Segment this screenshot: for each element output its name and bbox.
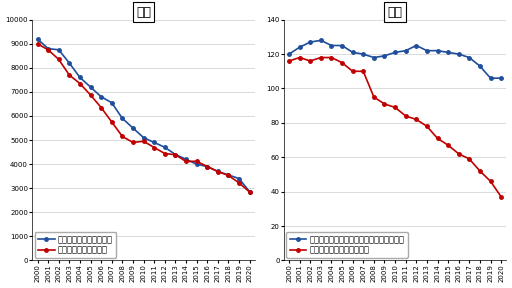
警察庁・死者数（人） bbox=[98, 106, 104, 109]
自賞責・傷害および後遅障害件数（万件） bbox=[381, 54, 388, 58]
自賞責・傷害および後遅障害件数（万件） bbox=[350, 51, 356, 54]
警察庁・死者数（人） bbox=[162, 152, 168, 155]
Title: 死亡: 死亡 bbox=[136, 5, 151, 18]
自賞責・傷害および後遅障害件数（万件） bbox=[498, 76, 504, 80]
警察庁・死者数（人） bbox=[151, 146, 157, 149]
自賞責・死亡件数（件） bbox=[204, 165, 210, 168]
警察庁・死者数（人） bbox=[140, 140, 146, 143]
自賞責・死亡件数（件） bbox=[88, 85, 94, 89]
自賞責・傷害および後遅障害件数（万件） bbox=[413, 44, 419, 47]
警察庁・負傷者数（万人） bbox=[339, 61, 345, 65]
Legend: 自賞責・死亡件数（件）, 警察庁・死者数（人）: 自賞責・死亡件数（件）, 警察庁・死者数（人） bbox=[35, 232, 116, 258]
警察庁・死者数（人） bbox=[119, 135, 125, 138]
自賞責・死亡件数（件） bbox=[236, 177, 242, 180]
自賞責・傷害および後遅障害件数（万件） bbox=[392, 51, 398, 54]
自賞責・死亡件数（件） bbox=[215, 170, 221, 173]
警察庁・死者数（人） bbox=[173, 153, 179, 156]
Line: 警察庁・死者数（人）: 警察庁・死者数（人） bbox=[36, 42, 251, 194]
自賞責・死亡件数（件） bbox=[140, 136, 146, 139]
自賞責・死亡件数（件） bbox=[119, 117, 125, 120]
自賞責・死亡件数（件） bbox=[56, 48, 62, 52]
自賞責・死亡件数（件） bbox=[109, 101, 115, 105]
警察庁・負傷者数（万人） bbox=[360, 70, 367, 73]
自賞責・傷害および後遅障害件数（万件） bbox=[424, 49, 430, 52]
警察庁・負傷者数（万人） bbox=[318, 56, 324, 59]
警察庁・負傷者数（万人） bbox=[487, 180, 494, 183]
警察庁・負傷者数（万人） bbox=[328, 56, 334, 59]
警察庁・負傷者数（万人） bbox=[477, 169, 483, 173]
Legend: 自賞責・傷害および後遅障害件数（万件）, 警察庁・負傷者数（万人）: 自賞責・傷害および後遅障害件数（万件）, 警察庁・負傷者数（万人） bbox=[286, 232, 408, 258]
警察庁・死者数（人） bbox=[66, 73, 72, 77]
自賞責・傷害および後遅障害件数（万件） bbox=[435, 49, 441, 52]
Line: 自賞責・死亡件数（件）: 自賞責・死亡件数（件） bbox=[36, 37, 251, 194]
警察庁・死者数（人） bbox=[236, 181, 242, 185]
自賞責・傷害および後遅障害件数（万件） bbox=[477, 65, 483, 68]
警察庁・負傷者数（万人） bbox=[371, 95, 377, 99]
自賞責・死亡件数（件） bbox=[247, 190, 253, 194]
自賞責・傷害および後遅障害件数（万件） bbox=[296, 46, 303, 49]
自賞責・死亡件数（件） bbox=[183, 158, 189, 161]
警察庁・負傷者数（万人） bbox=[381, 102, 388, 106]
警察庁・死者数（人） bbox=[194, 160, 200, 163]
自賞責・傷害および後遅障害件数（万件） bbox=[371, 56, 377, 59]
Line: 自賞責・傷害および後遅障害件数（万件）: 自賞責・傷害および後遅障害件数（万件） bbox=[287, 39, 503, 80]
警察庁・負傷者数（万人） bbox=[456, 152, 462, 156]
自賞責・死亡件数（件） bbox=[130, 126, 136, 130]
警察庁・死者数（人） bbox=[247, 190, 253, 194]
警察庁・死者数（人） bbox=[215, 170, 221, 173]
警察庁・負傷者数（万人） bbox=[413, 118, 419, 121]
自賞責・傷害および後遅障害件数（万件） bbox=[339, 44, 345, 47]
自賞責・死亡件数（件） bbox=[66, 61, 72, 65]
警察庁・負傷者数（万人） bbox=[350, 70, 356, 73]
自賞責・傷害および後遅障害件数（万件） bbox=[286, 52, 292, 56]
警察庁・死者数（人） bbox=[45, 48, 51, 52]
警察庁・負傷者数（万人） bbox=[466, 157, 473, 161]
自賞責・死亡件数（件） bbox=[162, 145, 168, 149]
警察庁・負傷者数（万人） bbox=[424, 125, 430, 128]
警察庁・死者数（人） bbox=[34, 42, 40, 46]
警察庁・負傷者数（万人） bbox=[402, 114, 409, 118]
警察庁・負傷者数（万人） bbox=[435, 137, 441, 140]
警察庁・負傷者数（万人） bbox=[498, 195, 504, 198]
警察庁・死者数（人） bbox=[88, 93, 94, 97]
自賞責・傷害および後遅障害件数（万件） bbox=[445, 51, 451, 54]
警察庁・死者数（人） bbox=[183, 160, 189, 163]
自賞責・傷害および後遅障害件数（万件） bbox=[307, 40, 313, 44]
自賞責・死亡件数（件） bbox=[151, 141, 157, 144]
警察庁・死者数（人） bbox=[56, 58, 62, 61]
自賞責・死亡件数（件） bbox=[77, 76, 83, 79]
警察庁・負傷者数（万人） bbox=[307, 59, 313, 63]
警察庁・死者数（人） bbox=[204, 165, 210, 168]
自賞責・傷害および後遅障害件数（万件） bbox=[402, 49, 409, 52]
自賞責・死亡件数（件） bbox=[34, 37, 40, 41]
自賞責・傷害および後遅障害件数（万件） bbox=[328, 44, 334, 47]
自賞責・傷害および後遅障害件数（万件） bbox=[487, 76, 494, 80]
自賞責・傷害および後遅障害件数（万件） bbox=[360, 52, 367, 56]
自賞責・傷害および後遅障害件数（万件） bbox=[466, 56, 473, 59]
警察庁・負傷者数（万人） bbox=[286, 59, 292, 63]
自賞責・死亡件数（件） bbox=[173, 153, 179, 156]
警察庁・負傷者数（万人） bbox=[392, 106, 398, 109]
警察庁・死者数（人） bbox=[225, 174, 231, 177]
警察庁・死者数（人） bbox=[130, 141, 136, 144]
自賞責・死亡件数（件） bbox=[225, 173, 231, 177]
警察庁・負傷者数（万人） bbox=[445, 143, 451, 147]
自賞責・死亡件数（件） bbox=[194, 162, 200, 166]
Title: 負傷: 負傷 bbox=[388, 5, 402, 18]
自賞責・死亡件数（件） bbox=[98, 95, 104, 98]
警察庁・負傷者数（万人） bbox=[296, 56, 303, 59]
自賞責・傷害および後遅障害件数（万件） bbox=[318, 39, 324, 42]
自賞責・傷害および後遅障害件数（万件） bbox=[456, 52, 462, 56]
警察庁・死者数（人） bbox=[77, 82, 83, 85]
Line: 警察庁・負傷者数（万人）: 警察庁・負傷者数（万人） bbox=[287, 56, 503, 198]
自賞責・死亡件数（件） bbox=[45, 47, 51, 50]
警察庁・死者数（人） bbox=[109, 120, 115, 124]
